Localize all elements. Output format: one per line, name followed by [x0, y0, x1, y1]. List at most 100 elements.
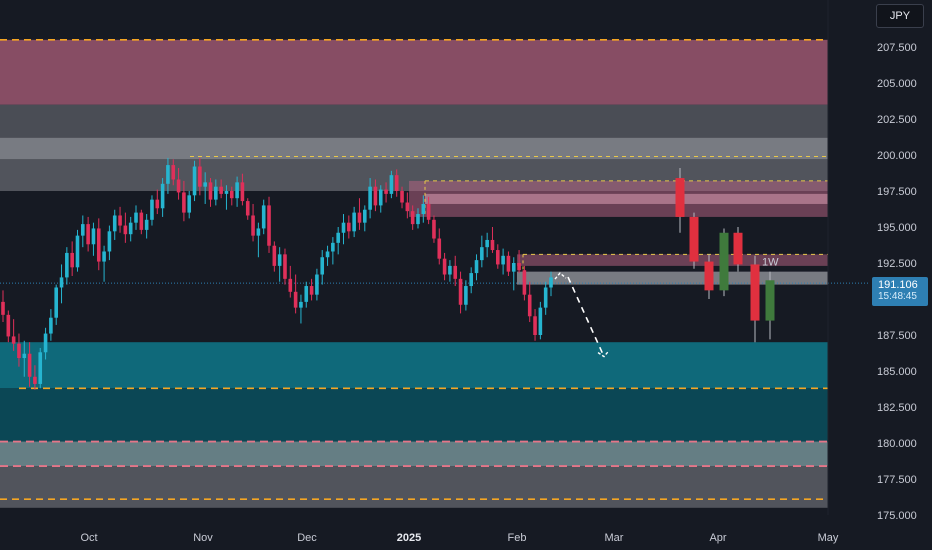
daily-candle[interactable] [522, 270, 527, 295]
daily-candle[interactable] [485, 239, 489, 248]
daily-candle[interactable] [416, 214, 420, 225]
daily-candle[interactable] [208, 182, 213, 200]
daily-candle[interactable] [549, 277, 553, 288]
daily-candle[interactable] [256, 228, 261, 236]
daily-candle[interactable] [118, 215, 122, 226]
daily-candle[interactable] [352, 212, 356, 232]
daily-candle[interactable] [283, 254, 287, 279]
daily-candle[interactable] [203, 182, 207, 187]
daily-candle[interactable] [432, 219, 436, 239]
daily-candle[interactable] [277, 254, 282, 266]
daily-candle[interactable] [160, 183, 165, 209]
daily-candle[interactable] [166, 165, 170, 184]
daily-candle[interactable] [511, 263, 516, 272]
daily-candle[interactable] [448, 265, 452, 275]
daily-candle[interactable] [384, 189, 388, 194]
daily-candle[interactable] [96, 228, 101, 262]
daily-candle[interactable] [421, 203, 426, 215]
daily-candle[interactable] [299, 301, 303, 308]
daily-candle[interactable] [267, 205, 271, 246]
daily-candle[interactable] [43, 333, 48, 353]
daily-candle[interactable] [192, 166, 197, 196]
daily-candle[interactable] [272, 245, 277, 266]
daily-candle[interactable] [33, 376, 37, 384]
daily-candle[interactable] [325, 251, 330, 258]
daily-candle[interactable] [410, 211, 415, 225]
daily-candle[interactable] [75, 235, 80, 268]
daily-candle[interactable] [128, 222, 133, 235]
daily-candle[interactable] [533, 316, 537, 335]
daily-candle[interactable] [309, 286, 314, 295]
daily-candle[interactable] [261, 205, 266, 229]
daily-candle[interactable] [437, 238, 442, 259]
weekly-candle[interactable] [704, 261, 714, 291]
daily-candle[interactable] [54, 287, 59, 318]
weekly-candle[interactable] [765, 280, 775, 321]
daily-candle[interactable] [86, 224, 90, 245]
daily-candle[interactable] [139, 212, 144, 230]
daily-candle[interactable] [357, 212, 362, 223]
weekly-candle[interactable] [750, 264, 760, 321]
daily-candle[interactable] [341, 222, 346, 233]
daily-candle[interactable] [112, 215, 117, 232]
daily-candle[interactable] [38, 352, 43, 384]
daily-candle[interactable] [17, 343, 21, 359]
daily-candle[interactable] [134, 212, 138, 223]
daily-candle[interactable] [229, 191, 234, 199]
daily-candle[interactable] [102, 251, 106, 262]
daily-candle[interactable] [240, 182, 245, 202]
daily-candle[interactable] [49, 317, 53, 334]
daily-candle[interactable] [65, 252, 69, 278]
daily-candle[interactable] [245, 201, 250, 216]
daily-candle[interactable] [517, 263, 521, 271]
daily-candle[interactable] [293, 291, 298, 308]
daily-candle[interactable] [320, 257, 325, 275]
daily-candle[interactable] [251, 215, 255, 236]
daily-candle[interactable] [474, 260, 479, 274]
weekly-candle[interactable] [719, 232, 729, 291]
daily-candle[interactable] [219, 186, 223, 194]
weekly-candle[interactable] [675, 178, 685, 217]
daily-candle[interactable] [150, 199, 154, 220]
daily-candle[interactable] [288, 278, 293, 292]
daily-candle[interactable] [214, 186, 218, 200]
daily-candle[interactable] [469, 273, 473, 287]
daily-candle[interactable] [59, 277, 64, 288]
currency-button[interactable]: JPY [876, 4, 924, 28]
daily-candle[interactable] [22, 353, 27, 359]
daily-candle[interactable] [224, 191, 229, 194]
daily-candle[interactable] [405, 202, 410, 212]
daily-candle[interactable] [362, 209, 367, 223]
daily-candle[interactable] [27, 353, 32, 377]
daily-candle[interactable] [11, 336, 16, 344]
daily-candle[interactable] [480, 247, 484, 261]
daily-candle[interactable] [368, 186, 372, 210]
daily-candle[interactable] [373, 186, 378, 206]
daily-candle[interactable] [144, 219, 149, 230]
daily-candle[interactable] [1, 301, 5, 315]
daily-candle[interactable] [543, 287, 548, 308]
daily-candle[interactable] [378, 189, 383, 206]
daily-candle[interactable] [155, 199, 160, 209]
daily-candle[interactable] [171, 165, 176, 180]
daily-candle[interactable] [426, 203, 431, 220]
weekly-candle[interactable] [689, 216, 699, 262]
daily-candle[interactable] [91, 228, 96, 245]
daily-candle[interactable] [506, 255, 511, 272]
daily-candle[interactable] [336, 232, 340, 243]
daily-candle[interactable] [490, 239, 495, 251]
daily-candle[interactable] [315, 274, 319, 295]
daily-candle[interactable] [123, 225, 128, 235]
daily-candle[interactable] [198, 166, 202, 187]
daily-candle[interactable] [389, 175, 394, 194]
daily-candle[interactable] [182, 192, 186, 213]
daily-candle[interactable] [6, 314, 11, 337]
daily-candle[interactable] [331, 242, 335, 252]
daily-candle[interactable] [453, 265, 458, 279]
daily-candle[interactable] [70, 252, 74, 268]
daily-candle[interactable] [400, 191, 404, 203]
daily-candle[interactable] [347, 222, 351, 232]
daily-candle[interactable] [501, 255, 505, 265]
daily-candle[interactable] [176, 179, 181, 193]
